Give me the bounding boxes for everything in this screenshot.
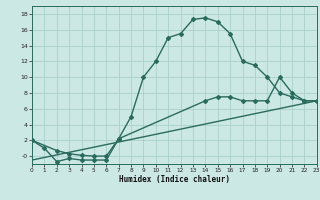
X-axis label: Humidex (Indice chaleur): Humidex (Indice chaleur): [119, 175, 230, 184]
